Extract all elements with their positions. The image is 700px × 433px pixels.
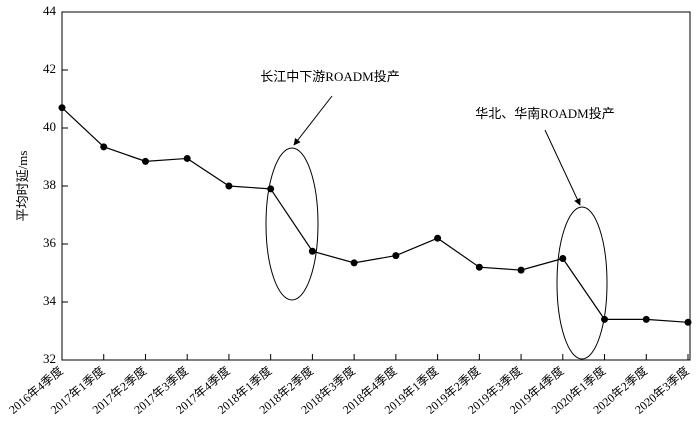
data-point [267,185,275,193]
y-tick-label: 34 [43,293,57,308]
data-point [392,252,400,260]
data-point [517,266,525,274]
data-point [308,247,316,255]
y-tick-label: 42 [43,61,56,76]
data-point [559,255,567,262]
y-tick-label: 36 [43,235,57,250]
data-line [61,107,689,323]
data-point [350,259,358,267]
annotation-arrow [544,129,581,206]
data-point [141,157,149,165]
annotation: 长江中下游ROADM投产 [260,69,399,84]
data-point [475,263,483,271]
data-point [642,315,650,323]
y-tick-label: 32 [43,351,56,366]
data-point [684,318,692,326]
y-axis-label: 平均时延/ms [15,151,30,222]
data-point [100,143,108,151]
data-point [225,182,233,190]
data-point [58,104,66,112]
annotation-arrow [293,95,333,146]
data-point [183,154,191,162]
plot-frame [61,11,691,361]
highlight-ellipse [265,147,319,301]
highlight-ellipse [556,206,608,360]
y-tick-label: 44 [43,3,57,18]
data-point [601,315,609,323]
data-point [434,234,442,242]
y-tick-label: 38 [43,177,56,192]
annotation: 华北、华南ROADM投产 [475,106,614,121]
y-tick-label: 40 [43,119,56,134]
